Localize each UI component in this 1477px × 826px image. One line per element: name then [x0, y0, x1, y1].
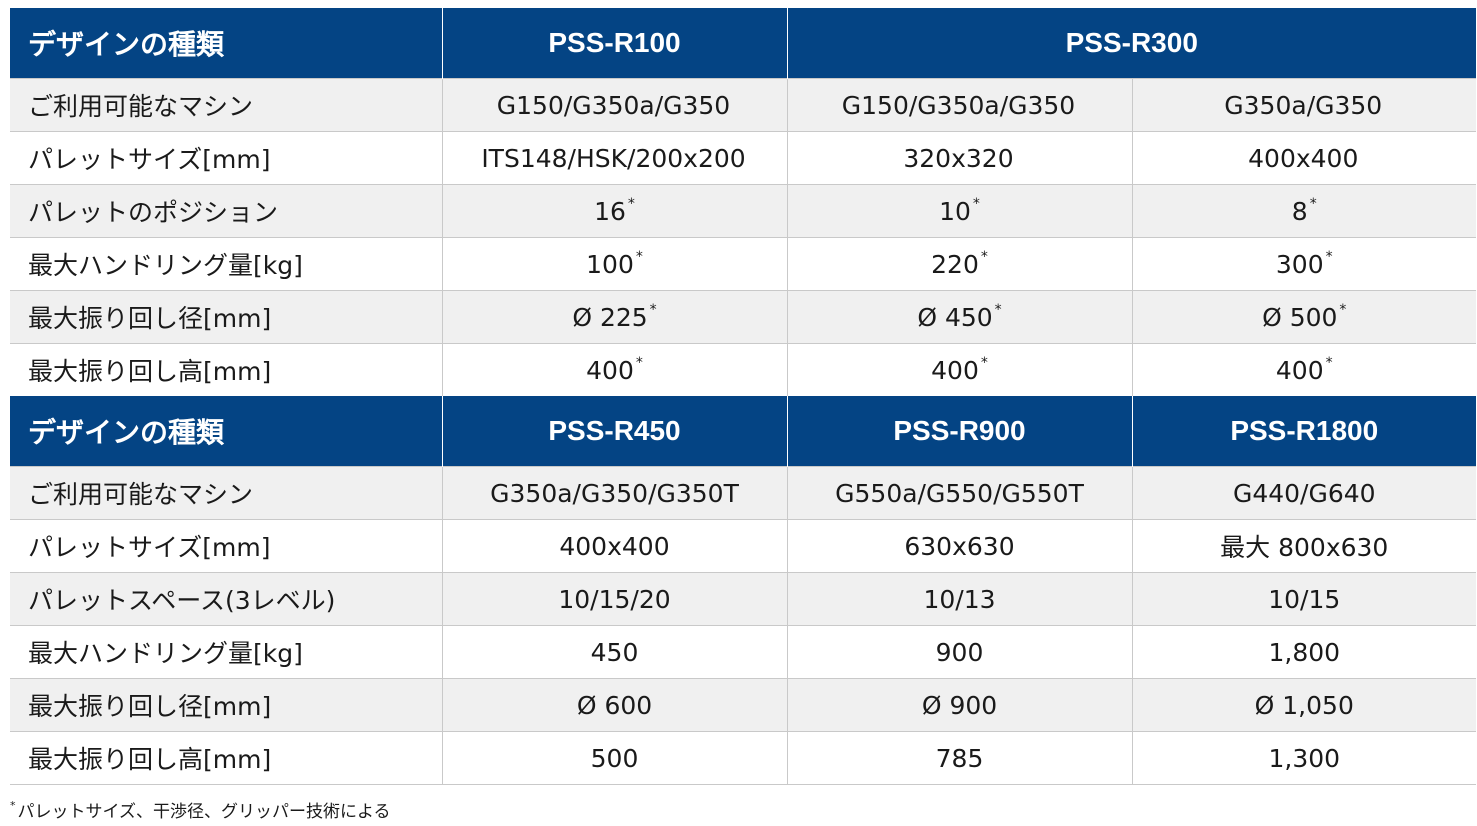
header-model: PSS-R900 [786, 396, 1132, 467]
table-cell: G350a/G350/G350T [441, 466, 787, 520]
table-cell: ITS148/HSK/200x200 [441, 131, 787, 185]
header-model: PSS-R300 [786, 8, 1477, 79]
table-cell: 400x400 [441, 519, 787, 573]
row-label: 最大振り回し高[mm] [10, 343, 442, 396]
row-label: 最大振り回し径[mm] [10, 678, 442, 732]
table-row: 最大振り回し径[mm] Ø 225 * Ø 450 * Ø 500 * [10, 290, 1477, 344]
row-label: パレットのポジション [10, 184, 442, 238]
table-cell: 450 [441, 625, 787, 679]
table-header: デザインの種類 PSS-R450 PSS-R900 PSS-R1800 [10, 396, 1477, 467]
table-cell: 1,300 [1131, 731, 1477, 785]
footnote-marker: * [1339, 301, 1347, 318]
table-cell: 785 [786, 731, 1132, 785]
footnote-marker: * [980, 248, 988, 265]
table-cell: Ø 900 [786, 678, 1132, 732]
table-row: 最大振り回し径[mm] Ø 600 Ø 900 Ø 1,050 [10, 678, 1477, 732]
table-cell: G550a/G550/G550T [786, 466, 1132, 520]
table-cell: 300 * [1131, 237, 1477, 291]
footnote-marker: * [627, 195, 635, 212]
table-row: ご利用可能なマシン G150/G350a/G350 G150/G350a/G35… [10, 78, 1477, 132]
table-cell: Ø 500 * [1131, 290, 1477, 344]
table-cell: 1,800 [1131, 625, 1477, 679]
table-cell: 8 * [1131, 184, 1477, 238]
table-cell: 10/15 [1131, 572, 1477, 626]
footnote-marker: * [635, 354, 643, 371]
table-cell: Ø 600 [441, 678, 787, 732]
row-label: ご利用可能なマシン [10, 466, 442, 520]
table-cell: 10/13 [786, 572, 1132, 626]
row-label: パレットサイズ[mm] [10, 131, 442, 185]
table-row: 最大振り回し高[mm] 400 * 400 * 400 * [10, 343, 1477, 396]
table-row: パレットスペース(3レベル) 10/15/20 10/13 10/15 [10, 572, 1477, 626]
table-cell: G350a/G350 [1131, 78, 1477, 132]
footnote-marker: * [1309, 195, 1317, 212]
table-cell: 900 [786, 625, 1132, 679]
table-cell: 500 [441, 731, 787, 785]
footnote: * パレットサイズ、干渉径、グリッパー技術による [10, 797, 390, 822]
table-cell: 320x320 [786, 131, 1132, 185]
header-label: デザインの種類 [10, 396, 442, 467]
header-label: デザインの種類 [10, 8, 442, 79]
table-cell: Ø 450 * [786, 290, 1132, 344]
row-label: 最大ハンドリング量[kg] [10, 625, 442, 679]
header-model: PSS-R100 [441, 8, 787, 79]
table-header: デザインの種類 PSS-R100 PSS-R300 [10, 8, 1477, 79]
table-row: ご利用可能なマシン G350a/G350/G350T G550a/G550/G5… [10, 466, 1477, 520]
table-cell: 100 * [441, 237, 787, 291]
footnote-marker: * [994, 301, 1002, 318]
table-cell: 400 * [441, 343, 787, 396]
header-model: PSS-R450 [441, 396, 787, 467]
row-label: パレットスペース(3レベル) [10, 572, 442, 626]
footnote-marker: * [980, 354, 988, 371]
table-row: パレットのポジション 16 * 10 * 8 * [10, 184, 1477, 238]
footnote-marker: * [649, 301, 657, 318]
table-row: パレットサイズ[mm] ITS148/HSK/200x200 320x320 4… [10, 131, 1477, 185]
row-label: ご利用可能なマシン [10, 78, 442, 132]
table-cell: 400x400 [1131, 131, 1477, 185]
table-row: 最大ハンドリング量[kg] 450 900 1,800 [10, 625, 1477, 679]
table-row: パレットサイズ[mm] 400x400 630x630 最大 800x630 [10, 519, 1477, 573]
table-cell: Ø 1,050 [1131, 678, 1477, 732]
table-cell: Ø 225 * [441, 290, 787, 344]
table-cell: G440/G640 [1131, 466, 1477, 520]
table-cell: G150/G350a/G350 [441, 78, 787, 132]
row-label: 最大振り回し径[mm] [10, 290, 442, 344]
table-cell: 400 * [786, 343, 1132, 396]
table-row: 最大ハンドリング量[kg] 100 * 220 * 300 * [10, 237, 1477, 291]
table-cell: 10 * [786, 184, 1132, 238]
footnote-mark: * [10, 799, 16, 812]
row-label: 最大ハンドリング量[kg] [10, 237, 442, 291]
table-cell: 16 * [441, 184, 787, 238]
spec-table: デザインの種類 PSS-R100 PSS-R300 ご利用可能なマシン G150… [10, 8, 1477, 785]
header-model: PSS-R1800 [1131, 396, 1477, 467]
footnote-marker: * [972, 195, 980, 212]
table-cell: 10/15/20 [441, 572, 787, 626]
footnote-marker: * [635, 248, 643, 265]
row-label: パレットサイズ[mm] [10, 519, 442, 573]
table-cell: 400 * [1131, 343, 1477, 396]
table-cell: 最大 800x630 [1131, 519, 1477, 573]
footnote-text: パレットサイズ、干渉径、グリッパー技術による [17, 802, 391, 822]
table-cell: G150/G350a/G350 [786, 78, 1132, 132]
table-cell: 630x630 [786, 519, 1132, 573]
footnote-marker: * [1325, 248, 1333, 265]
footnote-marker: * [1325, 354, 1333, 371]
table-row: 最大振り回し高[mm] 500 785 1,300 [10, 731, 1477, 785]
table-cell: 220 * [786, 237, 1132, 291]
row-label: 最大振り回し高[mm] [10, 731, 442, 785]
